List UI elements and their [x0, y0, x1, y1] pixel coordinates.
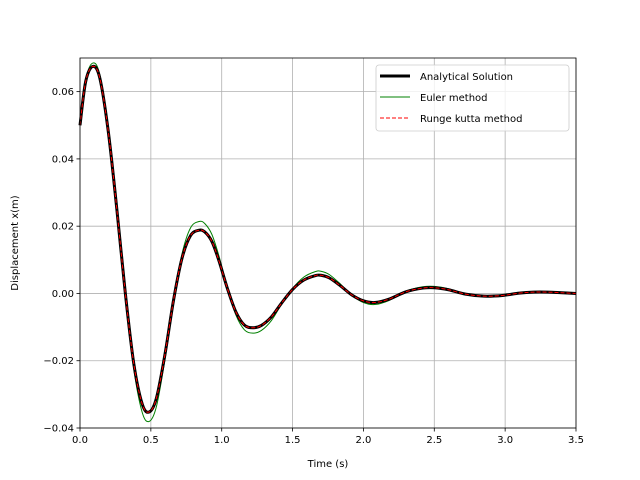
x-tick-label: 3.0 [497, 435, 513, 446]
x-tick-label: 0.0 [72, 435, 88, 446]
y-tick-label: 0.06 [52, 87, 74, 98]
x-tick-label: 1.5 [285, 435, 301, 446]
y-tick-label: 0.04 [52, 154, 74, 165]
x-tick-label: 3.5 [568, 435, 584, 446]
legend-label: Runge kutta method [420, 114, 522, 125]
y-axis-label: Displacement x(m) [10, 195, 21, 290]
series-line-2 [79, 65, 577, 413]
x-tick-label: 2.5 [426, 435, 442, 446]
legend: Analytical Solution Euler method Runge kut… [375, 64, 570, 132]
y-tick-label: −0.04 [43, 424, 74, 435]
y-tick-label: 0.02 [52, 222, 74, 233]
x-axis-label: Time (s) [307, 459, 349, 470]
legend-label: Euler method [420, 93, 488, 104]
plot-frame [79, 57, 577, 429]
legend-label: Analytical Solution [420, 72, 513, 83]
y-tick-label: −0.02 [43, 356, 74, 367]
x-tick-label: 0.5 [143, 435, 159, 446]
x-tick-label: 2.0 [355, 435, 371, 446]
axis-ticks: 0.0 0.5 1.0 1.5 2.0 2.5 3.0 3.5 −0.04 −0.02 0.00 0.… [43, 87, 584, 446]
legend-box [375, 64, 570, 132]
y-tick-label: 0.00 [52, 289, 74, 300]
x-tick-label: 1.0 [214, 435, 230, 446]
series-lines [78, 62, 577, 423]
